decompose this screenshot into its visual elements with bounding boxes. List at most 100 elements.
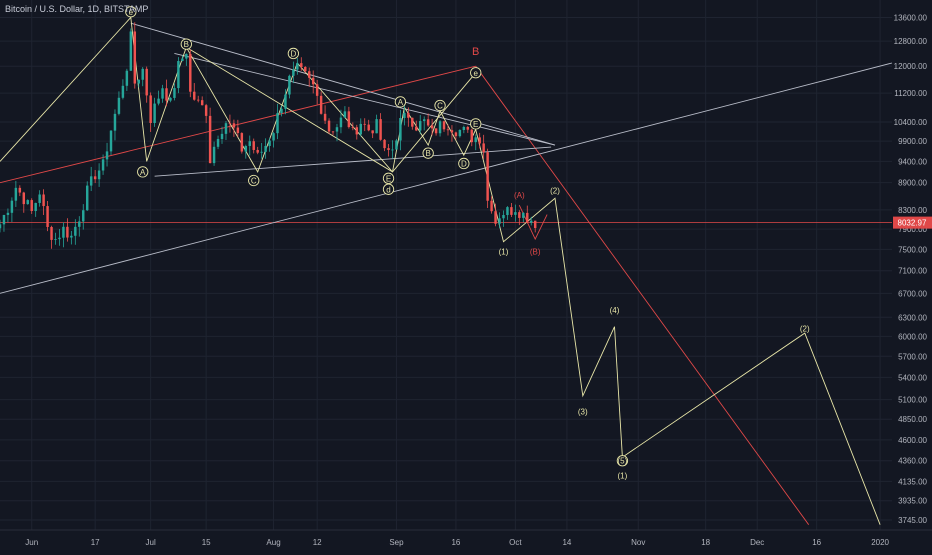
wave-label: D	[287, 47, 300, 60]
wave-label-circle	[422, 147, 434, 159]
candle-body	[335, 127, 339, 132]
candle-body	[30, 200, 33, 212]
candle-body	[419, 121, 422, 131]
candle-body	[101, 159, 105, 171]
candle-layer	[0, 22, 537, 249]
trend-line	[0, 16, 477, 173]
wave-label-circle	[434, 99, 446, 112]
price-tick-label: 6300.00	[898, 313, 927, 322]
wave-label-circle	[382, 183, 395, 195]
price-tick-label: 7100.00	[898, 267, 927, 276]
candle-body	[296, 63, 299, 70]
candle-body	[204, 105, 208, 116]
wave-label: e	[470, 67, 482, 79]
wave-label: C	[248, 174, 260, 187]
price-tick-label: 4135.00	[898, 477, 927, 486]
time-tick-label: Sep	[389, 538, 404, 547]
candle-body	[137, 79, 140, 84]
candle-body	[343, 111, 347, 118]
wave-label-text: (B)	[530, 247, 541, 256]
price-tick-label: 4850.00	[898, 415, 927, 424]
candle-body	[196, 99, 200, 101]
candle-body	[518, 212, 521, 218]
wave-label-text: (3)	[578, 407, 588, 416]
candle-body	[212, 146, 216, 164]
price-tick-label: 11200.00	[894, 89, 927, 98]
candle-body	[93, 176, 97, 180]
time-tick-label: 14	[562, 538, 571, 547]
wave-label-text: (1)	[499, 247, 509, 256]
candle-body	[105, 151, 109, 160]
wave-label-text: B	[472, 46, 479, 58]
candle-body	[177, 61, 180, 89]
current-price-tag	[893, 216, 932, 229]
candle-body	[153, 103, 156, 124]
time-tick-label: 15	[202, 538, 211, 547]
price-tick-label: 5100.00	[898, 396, 927, 405]
candle-body	[359, 123, 362, 135]
candle-body	[490, 200, 493, 212]
candle-body	[304, 66, 307, 72]
candle-body	[339, 117, 343, 128]
candle-body	[181, 58, 184, 62]
candle-body	[264, 145, 267, 152]
price-tick-label: 4360.00	[898, 457, 927, 466]
candle-body	[185, 53, 188, 59]
wave-label-circle	[180, 38, 192, 50]
wave-label-text: B	[184, 40, 189, 49]
candle-body	[6, 212, 10, 215]
candle-body	[18, 187, 22, 193]
candle-body	[216, 139, 220, 147]
candle-body	[220, 133, 224, 140]
candle-body	[193, 91, 196, 100]
wave-label: e	[125, 6, 137, 18]
wave-label-text: E	[386, 174, 391, 183]
wave-label-text: E	[473, 120, 478, 129]
candle-body	[161, 88, 164, 99]
candle-body	[327, 120, 331, 132]
candle-body	[407, 112, 410, 118]
price-tick-label: 5400.00	[898, 373, 927, 382]
price-tick-label: 13600.00	[894, 13, 928, 22]
time-axis: Jun 17 Jul 15 Aug 12 Sep 16 Oct 14 Nov 18 Dec 16 2020	[0, 529, 932, 547]
wave-label: (B)	[530, 247, 541, 256]
candle-body	[514, 212, 517, 215]
time-tick-label: Dec	[750, 538, 764, 547]
candle-body	[26, 200, 29, 205]
candle-body	[10, 200, 14, 213]
time-tick-label: Oct	[509, 538, 522, 547]
candle-body	[506, 207, 509, 216]
candle-body	[54, 239, 57, 240]
candle-body	[331, 131, 335, 133]
wave-label-text: C	[437, 101, 443, 110]
candle-body	[288, 75, 291, 95]
candle-body	[502, 215, 505, 219]
candle-body	[522, 212, 525, 218]
price-tick-label: 9400.00	[898, 157, 927, 166]
candle-body	[272, 133, 275, 141]
wave-label-text: (A)	[514, 191, 525, 200]
candle-body	[494, 211, 497, 224]
candle-body	[165, 88, 168, 101]
grid-layer	[0, 0, 892, 530]
candle-body	[486, 152, 489, 201]
wave-label: B	[180, 38, 192, 50]
price-tick-label: 4600.00	[898, 436, 927, 445]
candle-body	[200, 100, 204, 106]
candle-body	[395, 140, 398, 150]
candle-body	[2, 214, 6, 225]
wave-label-circle	[470, 118, 482, 130]
candle-body	[42, 194, 45, 207]
wave-label: (2)	[800, 325, 810, 334]
trend-line	[518, 205, 548, 241]
trend-line	[392, 106, 477, 172]
candle-body	[74, 226, 77, 236]
candle-body	[411, 117, 414, 127]
candle-body	[113, 113, 117, 131]
candle-body	[300, 63, 303, 67]
candle-body	[97, 170, 101, 180]
candle-body	[403, 112, 406, 119]
candle-body	[50, 226, 53, 240]
